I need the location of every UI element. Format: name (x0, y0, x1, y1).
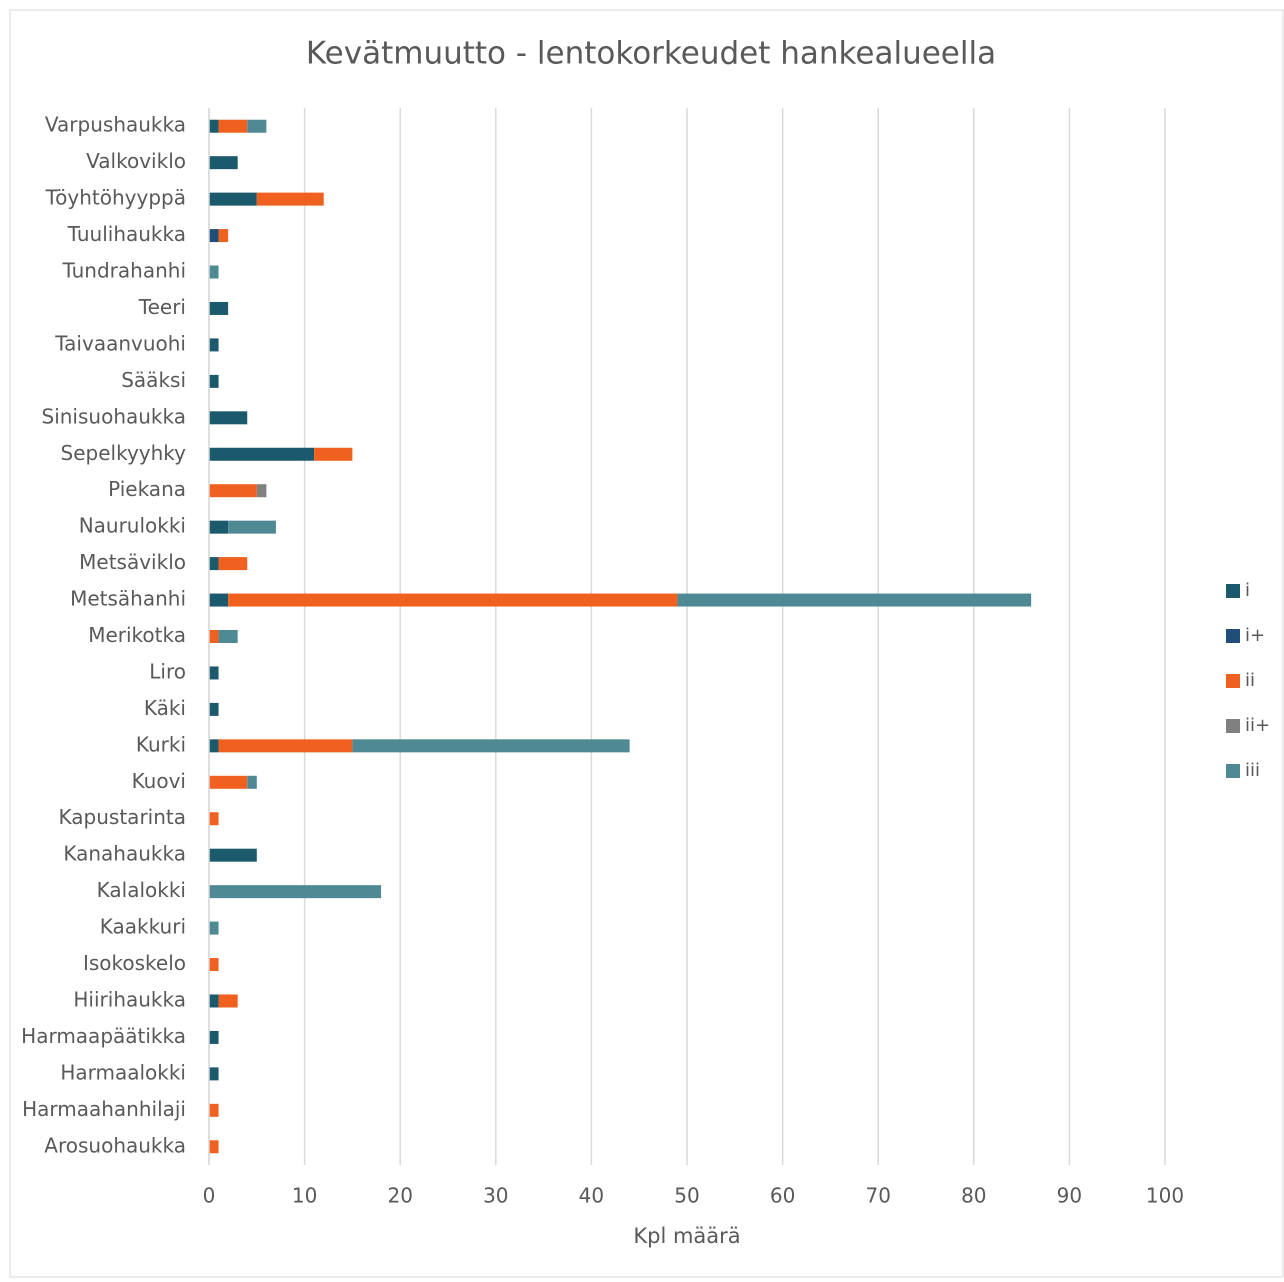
y-tick-label: Kuovi (132, 769, 186, 793)
y-tick-label: Varpushaukka (45, 113, 186, 137)
bar-segment (209, 630, 219, 643)
y-tick-label: Metsäviklo (79, 550, 186, 574)
bar-segment (314, 447, 353, 461)
bar-segment (247, 119, 267, 133)
y-tick-label: Valkoviklo (86, 149, 186, 173)
x-tick-label: 100 (1146, 1184, 1184, 1208)
y-tick-label: Metsähanhi (70, 587, 186, 611)
chart-frame (9, 9, 1284, 1278)
bar-segment (228, 520, 276, 534)
bar-segment (209, 484, 257, 498)
bar-segment (209, 921, 219, 935)
bar-segment (209, 775, 248, 789)
y-tick-label: Hiirihaukka (73, 987, 186, 1011)
x-axis-title: Kpl määrä (633, 1224, 740, 1248)
bar-segment (209, 557, 219, 571)
y-tick-label: Merikotka (88, 623, 186, 647)
bar-segment (677, 593, 1032, 607)
y-tick-label: Harmaapäätikka (21, 1024, 186, 1048)
y-tick-label: Kanahaukka (63, 842, 186, 866)
bar-segment (209, 593, 229, 607)
y-tick-label: Sääksi (121, 368, 186, 392)
x-tick-label: 60 (770, 1184, 795, 1208)
y-tick-label: Käki (144, 696, 186, 720)
bar-segment (209, 1103, 219, 1117)
bar-segment (209, 447, 315, 461)
y-tick-label: Sinisuohaukka (42, 404, 187, 428)
bar-segment (209, 958, 219, 972)
y-tick-label: Kurki (136, 732, 186, 756)
bar-segment (209, 119, 219, 133)
bar-segment (352, 739, 630, 753)
x-tick-label: 30 (483, 1184, 508, 1208)
y-tick-label: Tundrahanhi (61, 259, 186, 283)
x-tick-label: 40 (579, 1184, 604, 1208)
legend-label: iii (1245, 760, 1260, 781)
bar-segment (218, 557, 248, 571)
bar-segment (209, 812, 219, 826)
bar-segment (218, 739, 353, 753)
y-tick-label: Liro (149, 659, 186, 683)
y-tick-label: Piekana (108, 477, 186, 501)
bar-segment (209, 666, 219, 680)
bar-segment (209, 1030, 219, 1044)
bar-segment (247, 775, 257, 789)
bar-segment (218, 229, 229, 243)
legend-swatch (1226, 629, 1240, 643)
bar-segment (256, 484, 267, 498)
bar-segment (228, 593, 678, 607)
bar-segment (209, 265, 219, 279)
bar-segment (209, 229, 219, 243)
bar-segment (209, 192, 257, 206)
bar-segment (209, 994, 219, 1008)
bar-segment (209, 411, 248, 425)
bar-segment (209, 520, 229, 534)
legend-swatch (1226, 764, 1240, 778)
y-tick-label: Taivaanvuohi (54, 331, 186, 355)
y-tick-label: Teeri (138, 295, 186, 319)
y-tick-label: Kapustarinta (59, 805, 186, 829)
bar-segment (209, 338, 219, 352)
chart-title: Kevätmuutto - lentokorkeudet hankealueel… (306, 36, 996, 72)
bar-segment (209, 374, 219, 388)
bar-segment (209, 1067, 219, 1081)
legend-swatch (1226, 674, 1240, 688)
y-tick-label: Kalalokki (97, 878, 186, 902)
legend-label: i (1245, 580, 1250, 601)
bar-segment (209, 739, 219, 753)
x-tick-label: 70 (865, 1184, 890, 1208)
legend-swatch (1226, 719, 1240, 733)
bar-segment (209, 156, 238, 170)
bar-segment (256, 192, 324, 206)
bar-segment (209, 848, 257, 862)
y-tick-label: Sepelkyyhky (61, 441, 187, 465)
y-tick-label: Kaakkuri (100, 915, 186, 939)
bar-segment (209, 702, 219, 716)
y-tick-label: Töyhtöhyyppä (45, 186, 186, 210)
bar-segment (209, 301, 229, 315)
y-tick-label: Harmaahanhilaji (22, 1097, 186, 1121)
x-tick-label: 0 (203, 1184, 216, 1208)
y-tick-label: Arosuohaukka (44, 1133, 186, 1157)
legend-label: ii (1245, 670, 1255, 691)
bar-segment (218, 630, 238, 643)
y-tick-label: Isokoskelo (83, 951, 186, 975)
x-tick-label: 20 (387, 1184, 412, 1208)
bar-segment (218, 994, 238, 1008)
y-tick-label: Tuulihaukka (67, 222, 186, 246)
x-tick-label: 50 (674, 1184, 699, 1208)
x-tick-label: 10 (292, 1184, 317, 1208)
bar-segment (209, 885, 382, 899)
x-tick-label: 80 (961, 1184, 986, 1208)
bar-segment (218, 119, 248, 133)
x-tick-label: 90 (1057, 1184, 1082, 1208)
legend-swatch (1226, 584, 1240, 598)
y-tick-label: Harmaalokki (60, 1060, 186, 1084)
legend-label: ii+ (1245, 715, 1270, 736)
y-tick-label: Naurulokki (79, 514, 186, 538)
legend-label: i+ (1245, 625, 1265, 646)
bar-segment (209, 1140, 219, 1154)
